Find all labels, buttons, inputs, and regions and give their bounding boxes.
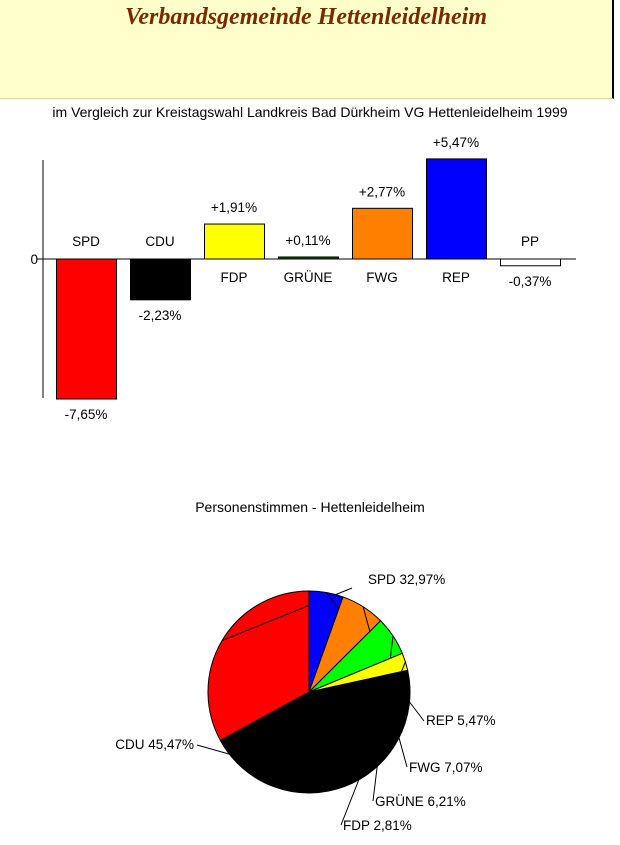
bar-pp [500,258,561,267]
pie-label-spd: SPD 32,97% [368,572,445,587]
page-title: Verbandsgemeinde Hettenleidelheim [125,4,487,30]
bar-value-label: -2,23% [139,308,182,323]
bar-value-label: +0,11% [285,233,330,248]
bar-value-label: -0,37% [509,274,552,289]
bar-value-label: +2,77% [359,184,405,199]
category-label: PP [521,234,539,249]
bar-cdu [130,258,191,301]
bar-spd [56,258,117,400]
pie-label-rep: REP 5,47% [426,713,496,728]
bar-value-label: +1,91% [211,200,257,215]
pie-chart-title: Personenstimmen - Hettenleidelheim [195,499,425,515]
category-label: GRÜNE [284,270,333,285]
pie-leader-line [196,744,345,788]
bar-chart-title: im Vergleich zur Kreistagswahl Landkreis… [52,104,568,120]
bar-fwg [352,207,413,260]
y-tick-label-0: 0 [30,252,38,267]
bar-rep [426,158,487,260]
page-header: Verbandsgemeinde Hettenleidelheim [0,0,614,99]
category-label: SPD [72,234,100,249]
category-label: CDU [145,234,174,249]
category-label: FDP [221,270,248,285]
pie-label-cdu: CDU 45,47% [115,737,194,752]
pie-label-grüne: GRÜNE 6,21% [375,794,466,809]
bar-fdp [204,223,265,260]
bar-chart: 0 -7,65% SPD -2,23% CDU +1,91% FDP +0,11% GRÜNE +… [30,135,576,422]
pie-label-fwg: FWG 7,07% [409,760,483,775]
bar-grüne [278,256,339,260]
bar-value-label: -7,65% [65,407,108,422]
category-label: FWG [366,270,398,285]
bar-value-label: +5,47% [433,135,479,150]
category-label: REP [442,270,470,285]
pie-label-fdp: FDP 2,81% [343,818,412,833]
